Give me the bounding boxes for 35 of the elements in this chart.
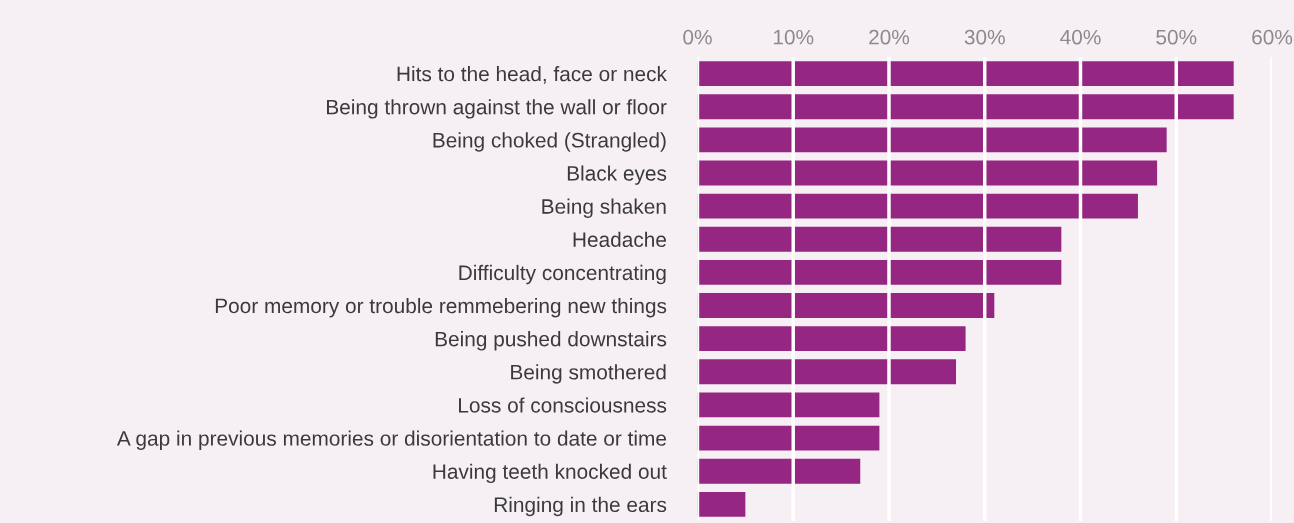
y-tick-label: Hits to the head, face or neck xyxy=(397,66,667,84)
bar xyxy=(697,127,1167,153)
y-tick-label: Having teeth knocked out xyxy=(433,463,667,484)
y-tick-label: Being choked (Strangled) xyxy=(433,132,666,152)
y-tick-label: Being shaken xyxy=(542,198,666,218)
bar xyxy=(697,259,1062,285)
bar xyxy=(697,293,995,318)
y-tick-label: Being pushed downstairs xyxy=(435,331,667,351)
bar xyxy=(697,61,1234,86)
bar xyxy=(697,392,880,418)
bar xyxy=(697,226,1062,252)
y-tick-label: Ringing in the ears xyxy=(494,496,667,517)
y-tick-label: Being thrown against the wall or floor xyxy=(327,99,667,119)
bar xyxy=(697,425,880,451)
y-tick-label: Loss of consciousness xyxy=(459,397,667,413)
bar xyxy=(697,359,957,385)
bar xyxy=(697,94,1234,120)
x-tick-label: 50% xyxy=(1156,29,1197,45)
y-tick-label: Black eyes xyxy=(567,165,667,185)
bar xyxy=(697,326,966,352)
x-tick-label: 20% xyxy=(869,29,910,45)
bar xyxy=(697,193,1138,219)
x-tick-label: 40% xyxy=(1060,29,1101,45)
x-tick-label: 10% xyxy=(773,29,814,45)
x-tick-label: 0% xyxy=(683,29,712,45)
y-tick-label: Being smothered xyxy=(511,364,666,384)
y-tick-label: Poor memory or trouble remmebering new things xyxy=(215,297,667,318)
y-tick-label: Headache xyxy=(573,231,666,248)
y-tick-label: Difficulty concentrating xyxy=(459,264,666,285)
bar xyxy=(697,458,861,484)
x-tick-label: 30% xyxy=(964,29,1005,45)
y-tick-label: A gap in previous memories or disorientation to date or time xyxy=(116,430,667,450)
bar xyxy=(697,160,1158,186)
bar xyxy=(697,491,746,517)
x-tick-label: 60% xyxy=(1252,29,1293,45)
